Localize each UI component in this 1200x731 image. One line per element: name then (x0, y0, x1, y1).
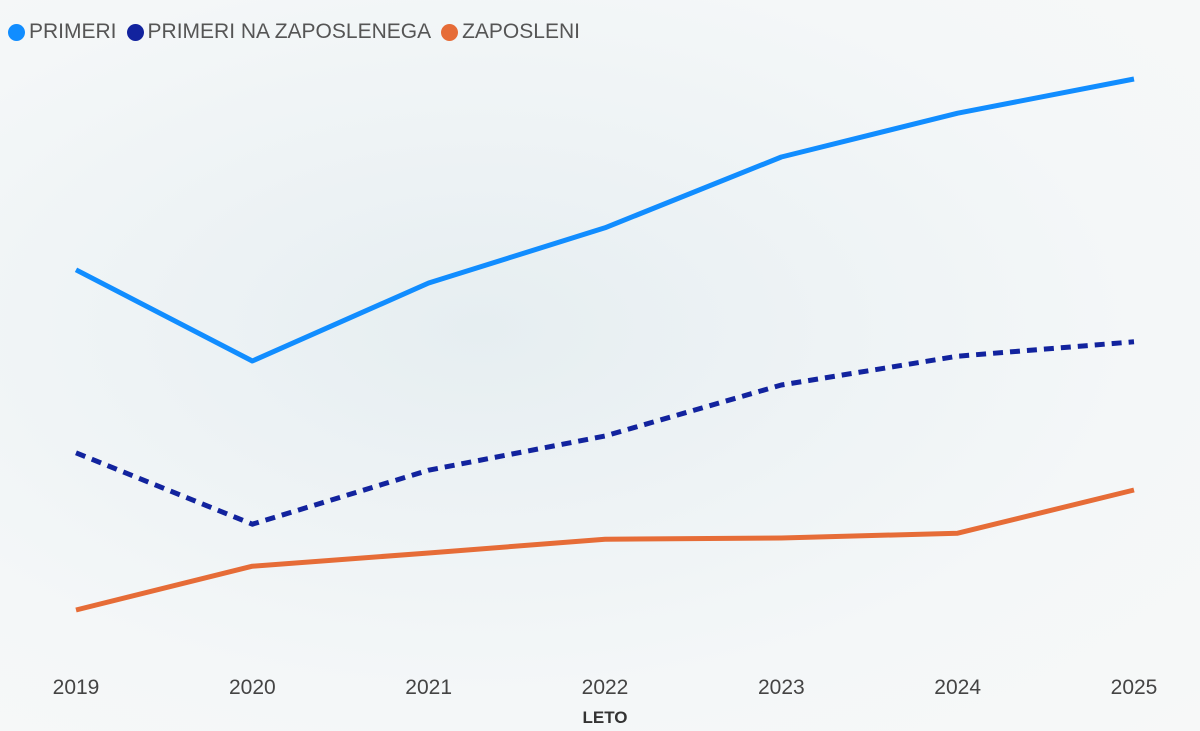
legend-label: PRIMERI (29, 20, 117, 43)
legend-marker-icon (8, 23, 25, 41)
series-line (74, 76, 1135, 364)
legend-item[interactable]: PRIMERI (8, 20, 117, 44)
x-tick-label: 2022 (582, 676, 629, 699)
x-tick-label: 2021 (405, 676, 452, 699)
legend-label: ZAPOSLENI (462, 20, 580, 43)
series-line (75, 487, 1135, 613)
legend-marker-icon (126, 23, 144, 41)
legend-label: PRIMERI NA ZAPOSLENEGA (147, 20, 432, 43)
legend-marker-icon (441, 23, 459, 41)
series-line (75, 339, 1135, 527)
legend-item[interactable]: PRIMERI NA ZAPOSLENEGA (126, 20, 432, 44)
x-tick-label: 2024 (934, 676, 981, 699)
legend-item[interactable]: ZAPOSLENI (441, 20, 580, 44)
x-tick-label: 2020 (229, 676, 276, 699)
x-tick-label: 2025 (1111, 676, 1158, 699)
x-tick-label: 2023 (758, 676, 805, 699)
x-axis-title: LETO (582, 708, 627, 727)
x-tick-label: 2019 (53, 676, 100, 699)
chart-legend: PRIMERI PRIMERI NA ZAPOSLENEGA ZAPOSLENI (8, 20, 590, 44)
